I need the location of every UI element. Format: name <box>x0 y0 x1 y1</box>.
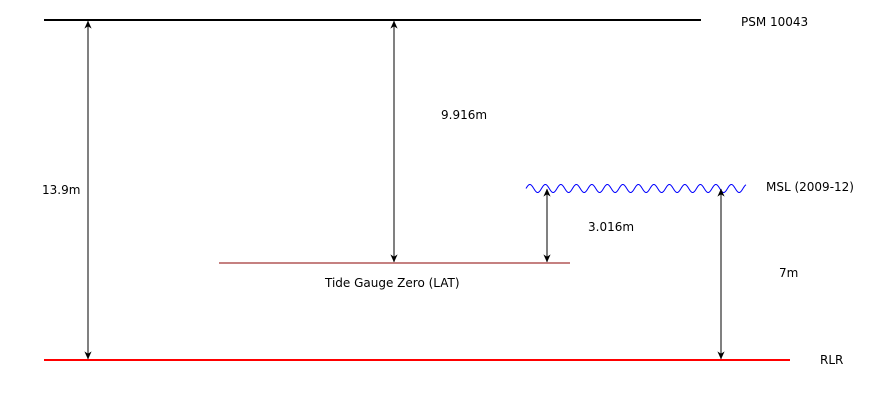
tgz-to-msl-dimension: 3.016m <box>588 220 634 234</box>
tide-gauge-zero-label: Tide Gauge Zero (LAT) <box>324 276 460 290</box>
msl-wave-line <box>525 184 747 193</box>
rlr-label: RLR <box>820 353 843 367</box>
psm-to-rlr-dimension: 13.9m <box>42 183 80 197</box>
psm-label: PSM 10043 <box>741 15 808 29</box>
psm-to-tgz-dimension: 9.916m <box>441 108 487 122</box>
rlr-to-msl-dimension: 7m <box>779 266 798 280</box>
msl-label: MSL (2009-12) <box>766 180 854 194</box>
